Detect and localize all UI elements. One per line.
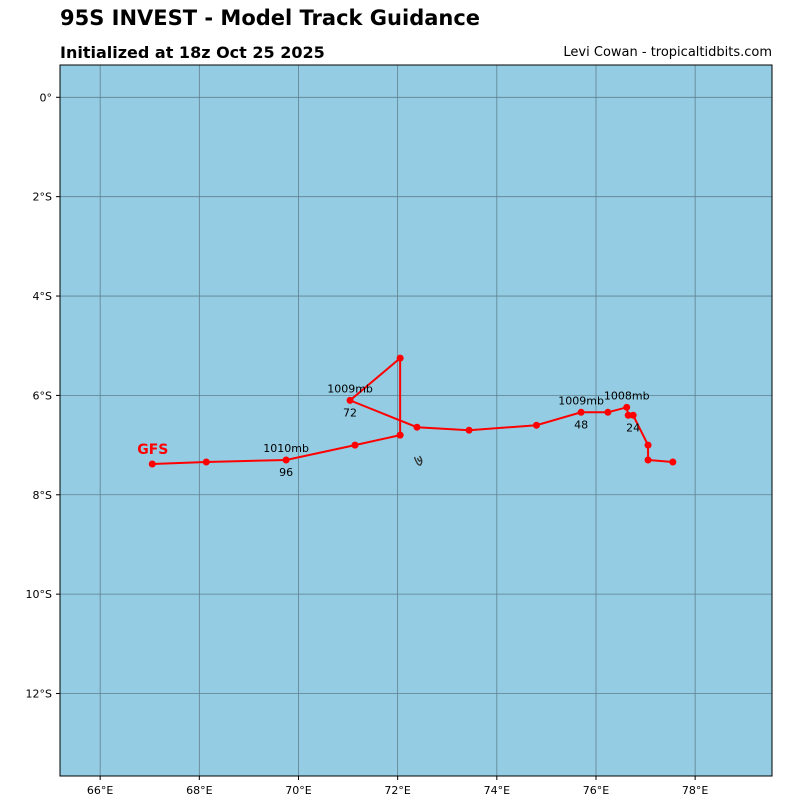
forecast-hour-label: 96 [279,466,293,479]
island-diego-garcia [413,455,423,466]
y-tick-label: 6°S [33,389,52,402]
y-tick-label: 10°S [26,588,52,601]
map-frame [59,64,773,777]
track-point [396,431,404,439]
x-tick-label: 78°E [682,784,708,797]
track-point [604,408,612,416]
pressure-label: 1009mb [558,394,604,407]
track-point [413,423,421,431]
track-point [465,426,473,434]
track-point [623,403,631,411]
track-point [282,456,290,464]
track-point [346,396,354,404]
x-tick-label: 74°E [484,784,510,797]
pressure-label: 1009mb [327,382,373,395]
model-label-gfs: GFS [137,442,168,458]
track-point [532,421,540,429]
forecast-hour-label: 24 [626,421,640,434]
track-line-gfs [152,355,673,465]
x-tick-label: 70°E [285,784,311,797]
x-tick-label: 72°E [384,784,410,797]
pressure-label: 1008mb [604,389,650,402]
y-tick-label: 4°S [33,290,52,303]
ocean-background [60,65,772,776]
y-tick-label: 12°S [26,688,52,701]
x-tick-label: 76°E [583,784,609,797]
track-point [644,441,652,449]
x-tick-label: 68°E [186,784,212,797]
forecast-hour-label: 72 [343,406,357,419]
track-point [148,460,156,468]
track-point [624,411,632,419]
y-tick-label: 8°S [33,489,52,502]
page-title: 95S INVEST - Model Track Guidance [60,6,481,30]
track-point [202,458,210,466]
track-point [351,441,359,449]
track-point [396,354,404,362]
y-tick-label: 2°S [33,191,52,204]
init-time: Initialized at 18z Oct 25 2025 [60,43,325,62]
pressure-label: 1010mb [263,442,309,455]
credit: Levi Cowan - tropicaltidbits.com [563,45,772,60]
forecast-hour-label: 48 [574,418,588,431]
y-tick-label: 0° [40,91,53,104]
x-tick-label: 66°E [87,784,113,797]
track-point [644,456,652,464]
track-point [577,408,585,416]
track-point [669,458,677,466]
track-point [629,411,637,419]
